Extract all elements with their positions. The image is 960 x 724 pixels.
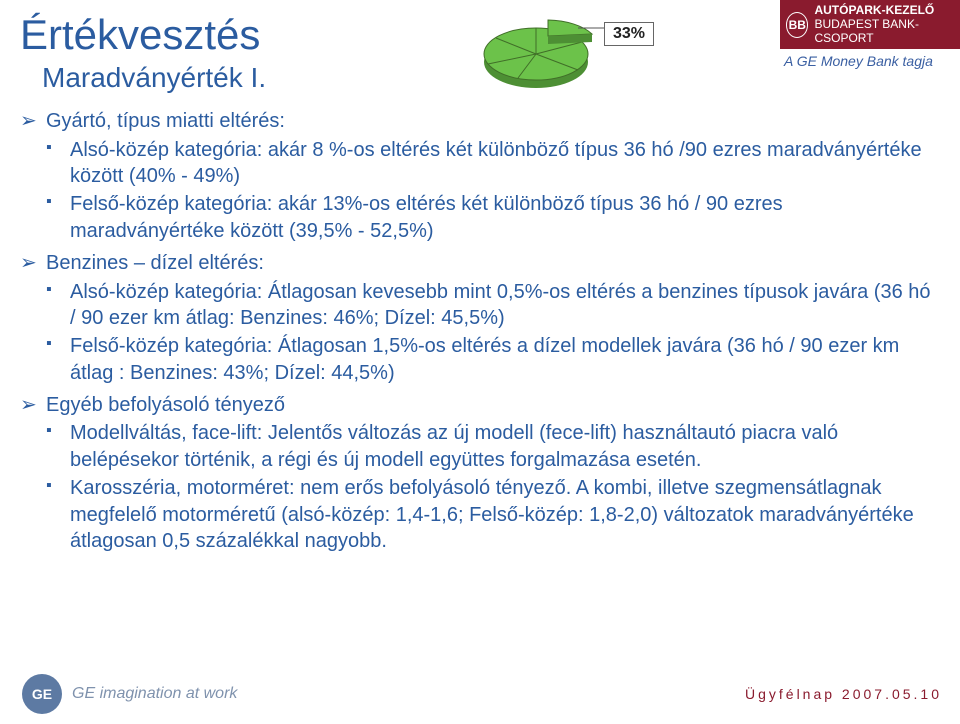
bank-logo-icon: BB (786, 12, 808, 38)
brand-line-2: BUDAPEST BANK-CSOPORT (814, 18, 954, 46)
footer-date: Ügyfélnap 2007.05.10 (745, 686, 942, 702)
bullet-2-sub-1: Alsó-közép kategória: Átlagosan kevesebb… (46, 279, 940, 332)
ge-logo-icon: GE (22, 674, 62, 714)
bullet-1-sub-1: Alsó-közép kategória: akár 8 %-os eltéré… (46, 137, 940, 190)
bullet-2: Benzines – dízel eltérés: (20, 250, 940, 276)
sub-title: Maradványérték I. (42, 62, 266, 94)
slide-footer: GE GE imagination at work Ügyfélnap 2007… (22, 674, 942, 714)
title-block: Értékvesztés Maradványérték I. (20, 12, 266, 94)
brand-lines: AUTÓPARK-KEZELŐ BUDAPEST BANK-CSOPORT (814, 4, 954, 45)
brand-panel: BB AUTÓPARK-KEZELŐ BUDAPEST BANK-CSOPORT… (780, 0, 960, 69)
ge-brand: GE GE imagination at work (22, 674, 237, 714)
bullet-1: Gyártó, típus miatti eltérés: (20, 108, 940, 134)
bullet-2-sub-2: Felső-közép kategória: Átlagosan 1,5%-os… (46, 333, 940, 386)
pie-chart (466, 4, 616, 104)
bullet-3-sub-2: Karosszéria, motorméret: nem erős befoly… (46, 475, 940, 554)
bullet-1-sub-2: Felső-közép kategória: akár 13%-os eltér… (46, 191, 940, 244)
slide-body: Gyártó, típus miatti eltérés: Alsó-közép… (0, 94, 960, 554)
brand-top-bar: BB AUTÓPARK-KEZELŐ BUDAPEST BANK-CSOPORT (780, 0, 960, 49)
pie-highlight-label: 33% (604, 22, 654, 46)
bullet-3-sub-1: Modellváltás, face-lift: Jelentős változ… (46, 420, 940, 473)
brand-line-1: AUTÓPARK-KEZELŐ (814, 4, 954, 18)
bullet-3: Egyéb befolyásoló tényező (20, 392, 940, 418)
ge-tagline: GE imagination at work (72, 685, 237, 703)
main-title: Értékvesztés (20, 12, 266, 58)
brand-subtext: A GE Money Bank tagja (780, 49, 960, 69)
